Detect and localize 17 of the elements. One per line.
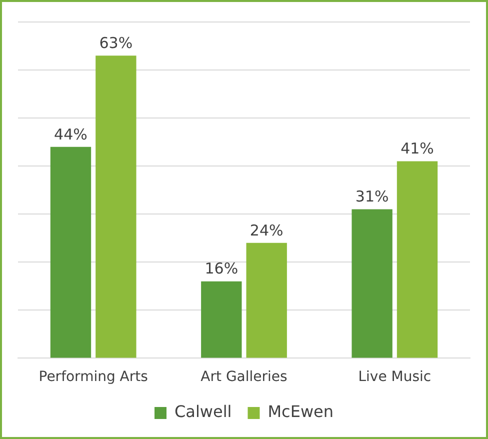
bar [352, 209, 392, 358]
data-label: 24% [250, 221, 284, 240]
data-label: 41% [400, 140, 434, 158]
bar [96, 56, 136, 358]
x-tick-label: Live Music [358, 369, 432, 386]
data-label: 16% [204, 260, 238, 278]
x-tick-label: Art Galleries [200, 369, 288, 386]
bar [50, 146, 92, 358]
x-tick-label: Performing Arts [38, 369, 148, 386]
legend-label: McEwen [268, 402, 334, 422]
data-label: 44% [54, 125, 88, 144]
data-label: 63% [99, 34, 133, 52]
data-label: 31% [355, 188, 389, 206]
bar [201, 281, 242, 358]
bar [396, 161, 438, 358]
bar [246, 242, 287, 358]
legend-label: Calwell [174, 402, 232, 422]
